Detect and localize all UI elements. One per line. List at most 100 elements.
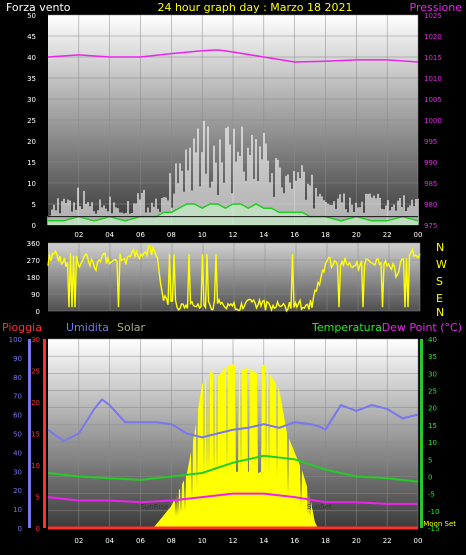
climate-x-tick-label: 14 bbox=[259, 537, 268, 545]
climate-x-tick-label: 06 bbox=[136, 537, 145, 545]
direction-y-tick-label: 270 bbox=[27, 257, 40, 265]
sunset-label: SunSet bbox=[307, 503, 332, 511]
pressure-y-tick-label: 1025 bbox=[424, 12, 442, 20]
direction-line bbox=[47, 245, 421, 313]
humidity-y-tick-label: 100 bbox=[9, 336, 22, 344]
climate-x-tick-label: 04 bbox=[105, 537, 114, 545]
pressure-y-tick-label: 1020 bbox=[424, 33, 442, 41]
temp-y-tick-label: 35 bbox=[428, 353, 437, 361]
pressure-y-tick-label: 990 bbox=[424, 159, 437, 167]
wind-y-tick-label: 50 bbox=[27, 12, 36, 20]
rain-y-tick-label: 10 bbox=[31, 462, 40, 470]
wind-y-tick-label: 10 bbox=[27, 180, 36, 188]
direction-y-tick-label: 90 bbox=[31, 291, 40, 299]
rain-y-tick-label: 0 bbox=[36, 525, 40, 533]
solar-area bbox=[48, 364, 418, 528]
dewpoint-label: Dew Point (°C) bbox=[382, 321, 462, 334]
direction-y-tick-label: 180 bbox=[27, 274, 40, 282]
climate-x-tick-label: 02 bbox=[74, 537, 83, 545]
humidity-line bbox=[47, 398, 419, 443]
pressure-y-tick-label: 1015 bbox=[424, 54, 442, 62]
pressure-y-tick-label: 1005 bbox=[424, 96, 442, 104]
humidity-y-tick-label: 70 bbox=[13, 393, 22, 401]
temp-y-tick-label: -5 bbox=[428, 491, 435, 499]
wind-x-tick-label: 10 bbox=[198, 231, 207, 239]
compass-e: E bbox=[436, 292, 443, 305]
humidity-label: Umidita bbox=[66, 321, 109, 334]
wind-y-tick-label: 25 bbox=[27, 117, 36, 125]
humidity-y-tick-label: 80 bbox=[13, 374, 22, 382]
temp-y-tick-label: 0 bbox=[428, 473, 432, 481]
climate-x-tick-label: 20 bbox=[352, 537, 361, 545]
wind-x-tick-label: 08 bbox=[167, 231, 176, 239]
rain-axis-bar bbox=[43, 339, 46, 528]
humidity-y-tick-label: 60 bbox=[13, 412, 22, 420]
rain-y-tick-label: 30 bbox=[31, 336, 40, 344]
climate-x-tick-label: 22 bbox=[383, 537, 392, 545]
temp-y-tick-label: 40 bbox=[428, 336, 437, 344]
humidity-y-tick-label: 20 bbox=[13, 487, 22, 495]
pressure-line bbox=[47, 49, 419, 63]
climate-x-tick-label: 00 bbox=[414, 537, 423, 545]
temperature-label: Temperatura bbox=[311, 321, 382, 334]
wind-x-tick-label: 18 bbox=[321, 231, 330, 239]
wind-x-tick-label: 14 bbox=[259, 231, 268, 239]
wind-x-tick-label: 22 bbox=[383, 231, 392, 239]
sunrise-label: SunRise bbox=[140, 503, 168, 511]
temp-y-tick-label: 20 bbox=[428, 405, 437, 413]
temp-y-tick-label: 10 bbox=[428, 439, 437, 447]
rain-y-tick-label: 20 bbox=[31, 399, 40, 407]
moonset-label: Moon Set bbox=[423, 520, 456, 528]
wind-x-tick-label: 04 bbox=[105, 231, 114, 239]
humidity-y-tick-label: 40 bbox=[13, 449, 22, 457]
climate-x-tick-label: 12 bbox=[229, 537, 238, 545]
pressure-y-tick-label: 1000 bbox=[424, 117, 442, 125]
pressure-y-tick-label: 980 bbox=[424, 201, 437, 209]
pressure-y-tick-label: 995 bbox=[424, 138, 437, 146]
climate-x-tick-label: 08 bbox=[167, 537, 176, 545]
wind-y-tick-label: 20 bbox=[27, 138, 36, 146]
wind-y-tick-label: 30 bbox=[27, 96, 36, 104]
temp-y-tick-label: -10 bbox=[428, 508, 439, 516]
pressure-y-tick-label: 985 bbox=[424, 180, 437, 188]
wind-y-tick-label: 45 bbox=[27, 33, 36, 41]
rain-y-tick-label: 5 bbox=[36, 494, 40, 502]
rain-y-tick-label: 25 bbox=[31, 368, 40, 376]
wind-avg-area bbox=[48, 204, 418, 225]
wind-y-tick-label: 35 bbox=[27, 75, 36, 83]
dewpoint-line bbox=[47, 492, 418, 505]
climate-x-tick-label: 16 bbox=[290, 537, 299, 545]
direction-y-tick-label: 0 bbox=[36, 308, 40, 316]
humidity-y-tick-label: 90 bbox=[13, 355, 22, 363]
pressure-y-tick-label: 975 bbox=[424, 222, 437, 230]
pressure-y-tick-label: 1010 bbox=[424, 75, 442, 83]
temp-y-tick-label: -15 bbox=[428, 525, 439, 533]
wind-x-tick-label: 16 bbox=[290, 231, 299, 239]
wind-y-tick-label: 40 bbox=[27, 54, 36, 62]
rain-y-tick-label: 15 bbox=[31, 431, 40, 439]
wind-x-tick-label: 02 bbox=[74, 231, 83, 239]
temp-y-tick-label: 15 bbox=[428, 422, 437, 430]
compass-s: S bbox=[436, 275, 443, 288]
header-right: Pressione bbox=[410, 1, 463, 14]
wind-x-tick-label: 12 bbox=[229, 231, 238, 239]
rain-label: Pioggia bbox=[2, 321, 42, 334]
humidity-y-tick-label: 50 bbox=[13, 431, 22, 439]
wind-x-tick-label: 06 bbox=[136, 231, 145, 239]
compass-labels: N W S E N bbox=[436, 241, 447, 319]
temperature-line bbox=[47, 454, 419, 483]
wind-y-tick-label: 5 bbox=[32, 201, 36, 209]
wind-avg-line bbox=[48, 203, 419, 222]
compass-w: W bbox=[436, 258, 447, 271]
humidity-y-tick-label: 0 bbox=[18, 525, 22, 533]
temp-axis-bar bbox=[420, 339, 423, 528]
humidity-axis-bar bbox=[28, 339, 31, 528]
direction-y-tick-label: 360 bbox=[27, 240, 40, 248]
wind-x-tick-label: 20 bbox=[352, 231, 361, 239]
temp-y-tick-label: 30 bbox=[428, 370, 437, 378]
header-title: 24 hour graph day : Marzo 18 2021 bbox=[157, 1, 352, 14]
compass-n-top: N bbox=[436, 241, 444, 254]
humidity-y-tick-label: 30 bbox=[13, 468, 22, 476]
wind-y-tick-label: 0 bbox=[32, 222, 36, 230]
